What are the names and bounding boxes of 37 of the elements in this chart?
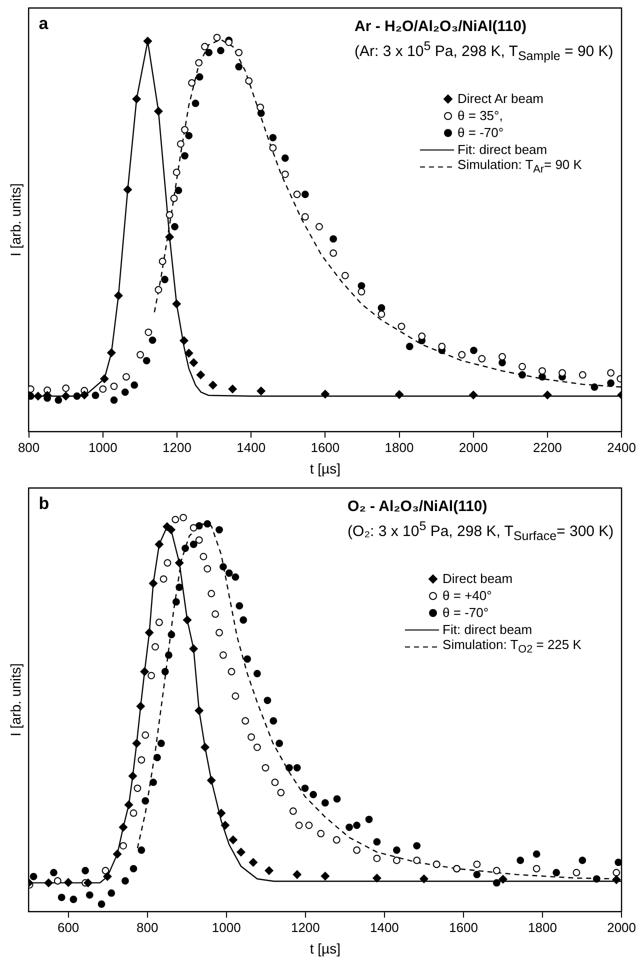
chart-title: Ar - H₂O/Al₂O₃/NiAl(110) <box>354 18 528 35</box>
x-tick-label: 1600 <box>310 440 340 455</box>
x-tick-label: 1400 <box>370 920 399 935</box>
x-tick-label: 2400 <box>607 440 636 455</box>
y-axis-title: I [arb. units] <box>7 183 24 256</box>
x-tick-label: 1200 <box>162 440 192 455</box>
legend-label: Direct beam <box>442 571 513 586</box>
x-tick-label: 1800 <box>384 440 414 455</box>
x-tick-label: 1000 <box>88 440 118 455</box>
chart-subtitle: (O₂: 3 x 10$^{5}$ Pa, 298 K, T$_{Surface}$= 300 K) <box>348 519 614 543</box>
text: b <box>38 494 50 514</box>
legend-label: Simulation: T$_{Ar}$= 90 K <box>458 157 582 176</box>
x-tick-label: 1800 <box>528 920 557 935</box>
x-axis-title: t [µs] <box>310 460 340 476</box>
y-axis-title: I [arb. units] <box>7 663 24 736</box>
legend-label: θ = 35°, <box>458 108 503 123</box>
legend-label: Fit: direct beam <box>442 622 532 637</box>
x-tick-label: 1000 <box>212 920 241 935</box>
legend-label: Fit: direct beam <box>458 142 548 157</box>
legend-label: θ = -70° <box>458 125 504 140</box>
legend-label: θ = -70° <box>442 605 489 620</box>
text: a <box>38 14 48 34</box>
x-tick-label: 1200 <box>290 920 320 935</box>
chart-subtitle: (Ar: 3 x 10$^{5}$ Pa, 298 K, T$_{Sample}$ = 90 K) <box>354 39 614 63</box>
legend-label: θ = +40° <box>442 588 492 603</box>
x-tick-label: 800 <box>136 920 158 935</box>
x-tick-label: 2000 <box>607 920 636 935</box>
x-tick-label: 1400 <box>236 440 266 455</box>
legend-label: Simulation: T$_{O2}$ = 225 K <box>442 637 582 656</box>
x-tick-label: 600 <box>57 920 80 935</box>
x-tick-label: 800 <box>18 440 40 455</box>
legend-label: Direct Ar beam <box>458 91 544 106</box>
chart-title: O₂ - Al₂O₃/NiAl(110) <box>348 498 488 515</box>
x-tick-label: 1600 <box>449 920 478 935</box>
x-axis-title: t [µs] <box>310 940 340 956</box>
x-tick-label: 2000 <box>458 440 488 455</box>
x-tick-label: 2200 <box>532 440 562 455</box>
